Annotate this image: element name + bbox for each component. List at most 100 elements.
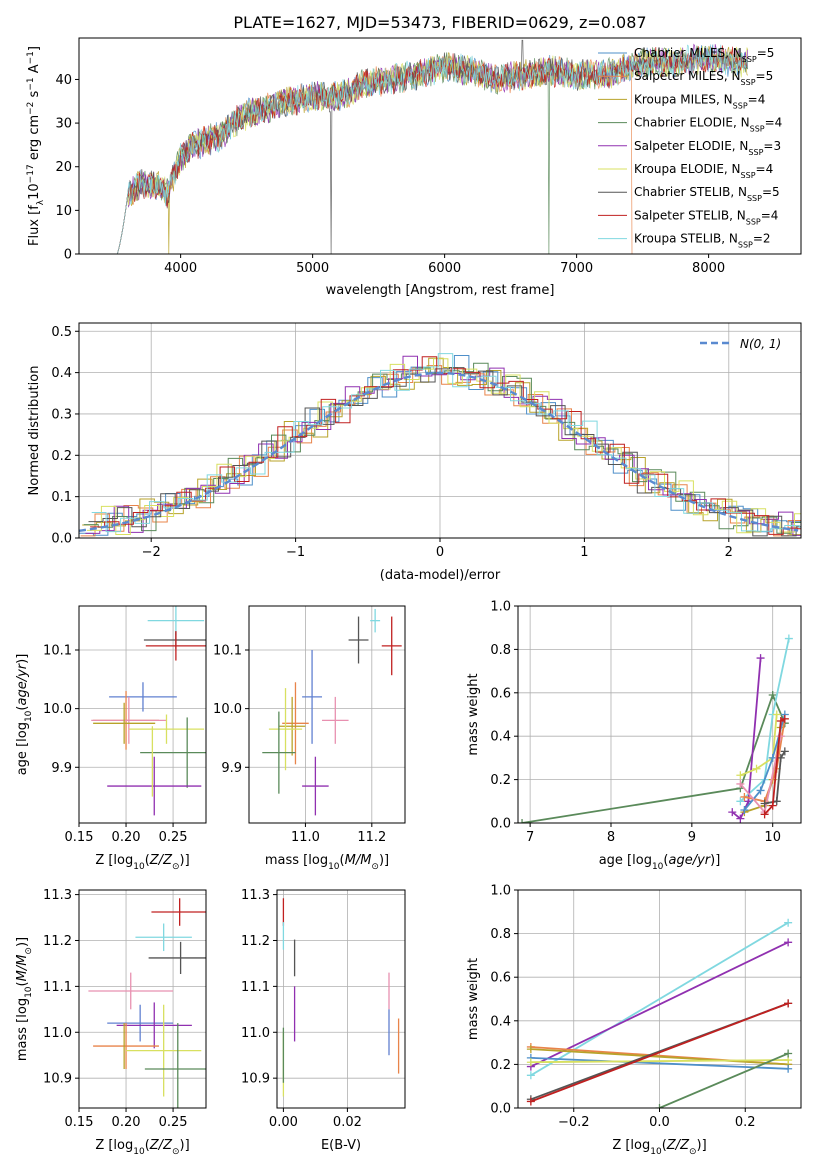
data-point-marker <box>784 918 793 927</box>
x-tick-label: 8000 <box>692 261 725 276</box>
plot-area <box>91 606 206 816</box>
y-tick-label: 0.6 <box>490 686 511 701</box>
y-axis-label: mass [log10(M/M⊙)] <box>15 937 34 1061</box>
y-axis-label: Flux [fλ10−17 erg cm−2 s−1 A−1] <box>26 46 46 246</box>
axes-frame <box>248 605 406 824</box>
y-tick-label: 0.5 <box>51 325 72 340</box>
y-tick-label: 30 <box>55 117 72 132</box>
x-tick-label: 5000 <box>296 261 329 276</box>
data-point-marker <box>756 654 765 663</box>
x-tick-label: −2 <box>142 545 161 560</box>
data-point-marker <box>736 771 745 780</box>
mass-weight-line <box>521 692 786 823</box>
data-point-marker <box>776 717 785 726</box>
y-tick-label: 0.6 <box>490 971 511 986</box>
y-tick-label: 11.2 <box>43 934 72 949</box>
legend-entry: Salpeter STELIB, NSSP=4 <box>634 208 778 226</box>
figure-title: PLATE=1627, MJD=53473, FIBERID=0629, z=0… <box>233 13 646 32</box>
mass-weight-line <box>763 718 786 815</box>
x-tick-label: 10 <box>764 830 781 845</box>
data-point-marker <box>526 1071 535 1080</box>
data-point-marker <box>655 1104 664 1108</box>
mass-weight-line <box>530 1057 789 1070</box>
histogram-step <box>91 353 801 533</box>
x-tick-label: 0.20 <box>112 1115 141 1130</box>
data-point-marker <box>768 801 777 810</box>
mass-weight-line <box>530 1002 789 1103</box>
mass-weight-line <box>530 941 789 1068</box>
y-tick-label: 9.9 <box>51 761 72 776</box>
y-tick-label: 10.9 <box>43 1072 72 1087</box>
y-tick-label: 0.3 <box>51 407 72 422</box>
mass-weight-line <box>530 1059 789 1064</box>
panel-mass-vs-Z: 0.15 0.20 0.25 10.9 11.0 11.1 11.2 11.3 Z [log10… <box>15 888 207 1157</box>
histogram-step <box>86 358 801 535</box>
panel-massweight-vs-age: 7 8 9 10 0.0 0.2 0.4 0.6 0.8 1.0 age [log10(age/yr… <box>466 600 802 872</box>
plot-area <box>518 634 793 823</box>
x-tick-label: 1 <box>580 545 588 560</box>
data-point-marker <box>526 1097 535 1106</box>
panel-massweight-vs-Z: −0.2 0.0 0.2 0.0 0.2 0.4 0.6 0.8 1.0 Z [log10(Z/Z… <box>466 884 802 1157</box>
y-tick-label: 0.0 <box>490 817 511 832</box>
y-tick-label: 0.8 <box>490 927 511 942</box>
data-point-marker <box>784 634 793 643</box>
panel-age-vs-mass: 11.0 11.2 9.9 10.0 10.1 mass [log10(M/M⊙)] <box>213 605 406 872</box>
data-point-marker <box>526 1058 535 1067</box>
panel-age-vs-Z: 0.15 0.20 0.25 9.9 10.0 10.1 Z [log10(Z/Z⊙)] ag… <box>15 605 207 872</box>
data-point-marker <box>780 714 789 723</box>
legend-entry: Chabrier MILES, NSSP=5 <box>634 46 774 64</box>
data-point-marker <box>736 797 745 806</box>
y-tick-label: 11.0 <box>43 1026 72 1041</box>
legend-entry: N(0, 1) <box>740 337 781 351</box>
plot-area <box>116 39 749 254</box>
y-tick-label: 1.0 <box>490 600 511 615</box>
mass-weight-line <box>740 714 778 777</box>
y-tick-label: 11.1 <box>43 980 72 995</box>
plot-area <box>88 898 206 1108</box>
y-tick-label: 9.9 <box>221 761 242 776</box>
x-tick-label: 4000 <box>164 261 197 276</box>
axes-frame <box>276 889 406 1109</box>
y-tick-label: 40 <box>55 73 72 88</box>
legend-entry: Salpeter MILES, NSSP=5 <box>634 69 773 87</box>
data-point-marker <box>776 732 785 741</box>
data-point-marker <box>740 792 749 801</box>
x-axis-label: mass [log10(M/M⊙)] <box>265 853 389 872</box>
x-tick-label: 0.02 <box>333 1115 362 1130</box>
x-tick-label: 7 <box>526 830 534 845</box>
y-axis-label: age [log10(age/yr)] <box>15 654 34 776</box>
y-axis-label: mass weight <box>466 958 481 1040</box>
x-tick-label: 11.0 <box>291 830 320 845</box>
x-tick-label: 0.15 <box>65 1115 94 1130</box>
y-tick-label: 10.1 <box>43 643 72 658</box>
x-tick-label: 2 <box>725 545 733 560</box>
y-tick-label: 0 <box>64 248 72 263</box>
y-tick-label: 0.0 <box>51 532 72 547</box>
x-tick-label: 9 <box>688 830 696 845</box>
x-axis-label: Z [log10(Z/Z⊙)] <box>612 1138 706 1157</box>
legend-entry: Salpeter ELODIE, NSSP=3 <box>634 139 781 157</box>
y-tick-label: 11.3 <box>43 888 72 903</box>
y-tick-label: 11.0 <box>241 1026 270 1041</box>
x-tick-label: 8 <box>607 830 615 845</box>
plot-area <box>526 918 793 1108</box>
y-tick-label: 10.9 <box>241 1072 270 1087</box>
legend-entry: Kroupa STELIB, NSSP=2 <box>634 232 771 250</box>
data-point-marker <box>784 938 793 947</box>
data-point-marker <box>760 810 769 819</box>
data-point-marker <box>784 1049 793 1058</box>
legend-entry: Kroupa MILES, NSSP=4 <box>634 92 765 110</box>
y-tick-label: 10.1 <box>213 643 242 658</box>
legend-entry: Chabrier STELIB, NSSP=5 <box>634 185 780 203</box>
y-tick-label: 0.2 <box>490 1058 511 1073</box>
axes-frame <box>517 889 802 1109</box>
panel-residual-histogram: −2 −1 0 1 2 0.0 0.1 0.2 0.3 0.4 0.5 (data-model)/er… <box>27 322 802 583</box>
axes-frame <box>78 37 802 255</box>
x-axis-label: Z [log10(Z/Z⊙)] <box>95 853 189 872</box>
legend: Chabrier MILES, NSSP=5 Salpeter MILES, NS… <box>598 46 782 249</box>
data-point-marker <box>772 710 781 719</box>
y-tick-label: 20 <box>55 160 72 175</box>
mass-weight-line <box>659 1052 789 1108</box>
x-axis-label: age [log10(age/yr)] <box>599 853 721 872</box>
